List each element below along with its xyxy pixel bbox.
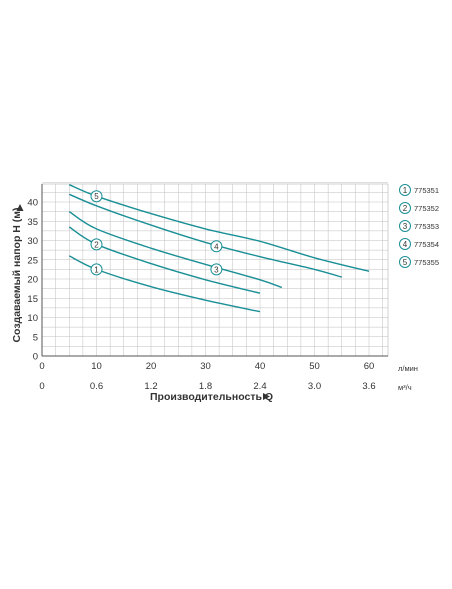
legend-series-label: 775351 [414,186,439,195]
y-tick-label: 35 [27,217,38,228]
curve-marker-label: 4 [214,242,219,251]
x-tick-label: 20 [146,361,157,372]
curve-775353 [68,211,283,289]
legend-marker-label: 3 [403,222,408,231]
y-tick-label: 40 [27,198,38,209]
legend-series-label: 775354 [414,240,439,249]
x2-tick-label: 1.2 [144,381,157,392]
x-tick-label: 40 [255,361,266,372]
curve-marker-label: 1 [94,265,99,274]
x-axis-title: Производительность Q [150,391,273,403]
legend-marker-label: 5 [403,258,408,267]
y-tick-label: 0 [33,352,38,363]
x2-unit-label: м³/ч [398,383,412,392]
curve-marker-label: 3 [214,265,219,274]
curve-marker-label: 5 [94,192,99,201]
curve-775354 [69,193,342,278]
legend-marker-label: 2 [403,204,408,213]
y-tick-label: 15 [27,294,38,305]
x-tick-label: 10 [91,361,102,372]
x-axis-arrow-icon [263,393,270,400]
curve-marker-circle [210,240,223,253]
legend-marker-circle [399,202,411,214]
y-axis-arrow-icon [16,204,24,211]
y-tick-label: 25 [27,255,38,266]
legend-marker-circle [399,238,411,250]
curve-markers: 1 2 3 4 5 [90,190,223,276]
x2-tick-label: 1.8 [199,381,212,392]
legend: 1 775351 2 775352 3 775353 4 775354 5 775355 [399,184,439,268]
legend-marker-circle [399,220,411,232]
legend-marker-label: 1 [403,186,408,195]
legend-marker-circle [399,256,411,268]
y-tick-label: 20 [27,275,38,286]
x2-tick-label: 3.0 [308,381,321,392]
x2-tick-label: 0 [39,381,44,392]
x2-tick-label: 2.4 [253,381,266,392]
x-tick-label: 30 [200,361,211,372]
curve-775351 [68,255,261,313]
x2-tick-label: 3.6 [362,381,375,392]
y-axis-title: Создаваемый напор H (м) [11,207,23,342]
x-tick-label: 0 [39,361,44,372]
legend-series-label: 775355 [414,258,439,267]
curve-marker-label: 2 [94,240,99,249]
curve-marker-circle [90,238,103,251]
x-unit-label: л/мин [398,364,418,373]
curve-marker-circle [90,263,103,276]
y-tick-label: 30 [27,236,38,247]
legend-marker-label: 4 [403,240,408,249]
y-tick-label: 10 [27,313,38,324]
legend-marker-circle [399,184,411,196]
curve-775352 [68,226,261,294]
x-tick-label: 50 [309,361,320,372]
curves [68,184,370,313]
legend-series-label: 775352 [414,204,439,213]
legend-series-label: 775353 [414,222,439,231]
x2-tick-label: 0.6 [90,381,103,392]
y-tick-label: 5 [33,332,38,343]
curve-marker-circle [90,190,103,203]
curve-marker-circle [210,263,223,276]
x-tick-label: 60 [364,361,375,372]
